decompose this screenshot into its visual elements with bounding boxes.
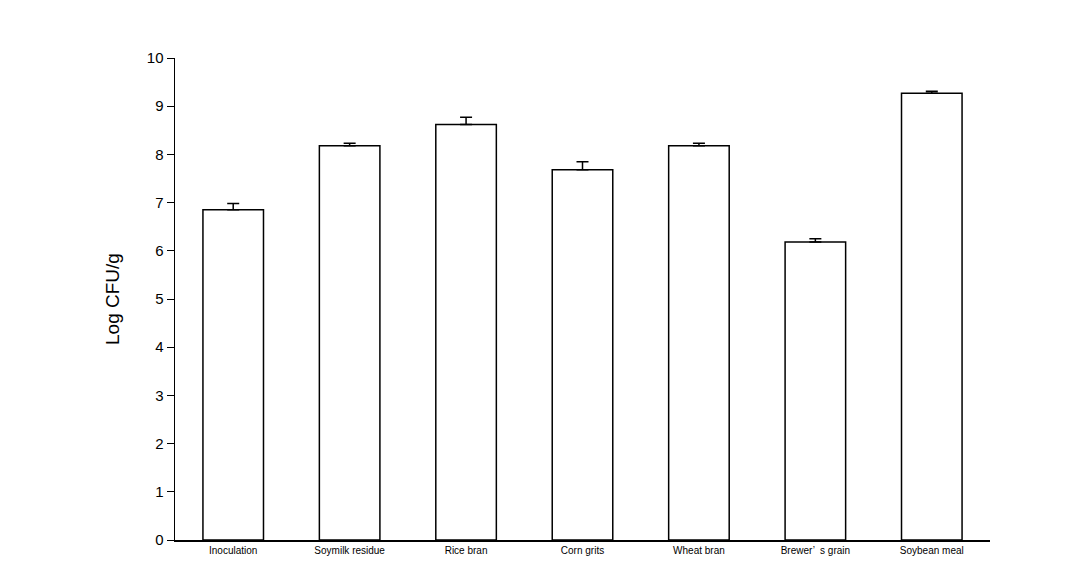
svg-text:0: 0: [155, 531, 163, 548]
svg-text:6: 6: [155, 242, 163, 259]
svg-text:Soybean meal: Soybean meal: [900, 545, 964, 556]
svg-text:4: 4: [155, 338, 163, 355]
svg-text:5: 5: [155, 290, 163, 307]
svg-text:Brewer’ s grain: Brewer’ s grain: [781, 545, 850, 556]
svg-text:9: 9: [155, 97, 163, 114]
svg-text:3: 3: [155, 387, 163, 404]
svg-text:8: 8: [155, 146, 163, 163]
svg-text:1: 1: [155, 483, 163, 500]
svg-text:Rice bran: Rice bran: [445, 545, 488, 556]
svg-text:Inoculation: Inoculation: [209, 545, 257, 556]
svg-text:Wheat bran: Wheat bran: [673, 545, 725, 556]
svg-text:Corn grits: Corn grits: [561, 545, 604, 556]
svg-text:10: 10: [147, 49, 164, 66]
svg-text:7: 7: [155, 194, 163, 211]
svg-text:Log CFU/g: Log CFU/g: [102, 253, 123, 345]
svg-text:Soymilk residue: Soymilk residue: [314, 545, 385, 556]
svg-text:2: 2: [155, 435, 163, 452]
